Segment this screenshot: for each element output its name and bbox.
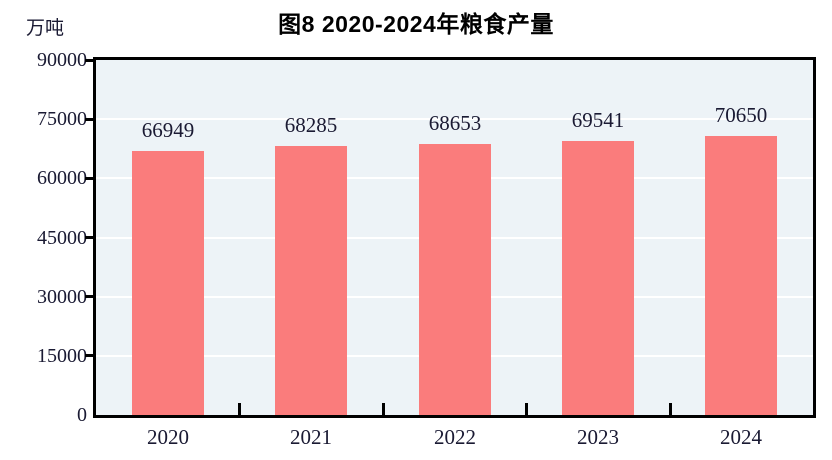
bar-value-label-2023: 69541 [571,108,625,132]
bar-value-label-2022: 68653 [428,111,482,135]
bar-2022 [419,144,491,415]
x-axis-label-2020: 2020 [147,425,189,449]
bar-value-label-2020: 66949 [141,118,195,142]
y-axis-label-90000: 90000 [37,49,87,71]
x-tick-mark-3 [525,403,528,415]
bar-value-label-2021: 68285 [284,113,338,137]
y-axis-unit-label: 万吨 [26,18,65,39]
x-tick-mark-4 [669,403,672,415]
y-tick-mark-30000 [85,295,94,298]
x-tick-mark-1 [238,403,241,415]
bar-value-label-2024: 70650 [714,103,768,127]
y-tick-mark-15000 [85,354,94,357]
y-tick-mark-75000 [85,118,94,121]
x-tick-mark-2 [382,403,385,415]
bar-2021 [275,146,347,415]
bar-2023 [562,141,634,415]
y-axis-label-30000: 30000 [37,286,87,308]
gridline-75000 [96,118,813,120]
bar-2024 [705,136,777,415]
y-tick-mark-60000 [85,177,94,180]
chart-title: 图8 2020-2024年粮食产量 [278,11,554,37]
x-axis-label-2021: 2021 [290,425,332,449]
y-axis-label-75000: 75000 [37,108,87,130]
y-tick-mark-90000 [85,59,94,62]
y-axis-label-45000: 45000 [37,227,87,249]
y-axis-label-60000: 60000 [37,167,87,189]
plot-area: 66949 68285 68653 69541 70650 [93,57,816,418]
y-axis-label-15000: 15000 [37,345,87,367]
x-axis-label-2024: 2024 [720,425,762,449]
x-axis-label-2023: 2023 [577,425,619,449]
bar-2020 [132,151,204,415]
x-axis-label-2022: 2022 [434,425,476,449]
y-tick-mark-45000 [85,236,94,239]
y-axis-label-0: 0 [77,404,87,426]
